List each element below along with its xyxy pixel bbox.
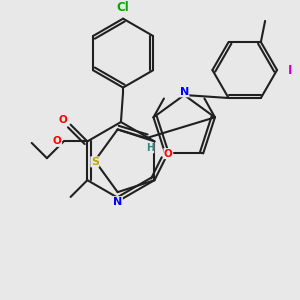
Text: S: S — [91, 157, 99, 167]
Text: N: N — [180, 87, 189, 97]
Text: O: O — [59, 115, 68, 125]
Text: O: O — [53, 136, 62, 146]
Text: Cl: Cl — [117, 2, 130, 14]
Text: O: O — [164, 148, 173, 159]
Text: N: N — [113, 197, 122, 207]
Text: H: H — [146, 143, 154, 153]
Text: I: I — [288, 64, 292, 76]
